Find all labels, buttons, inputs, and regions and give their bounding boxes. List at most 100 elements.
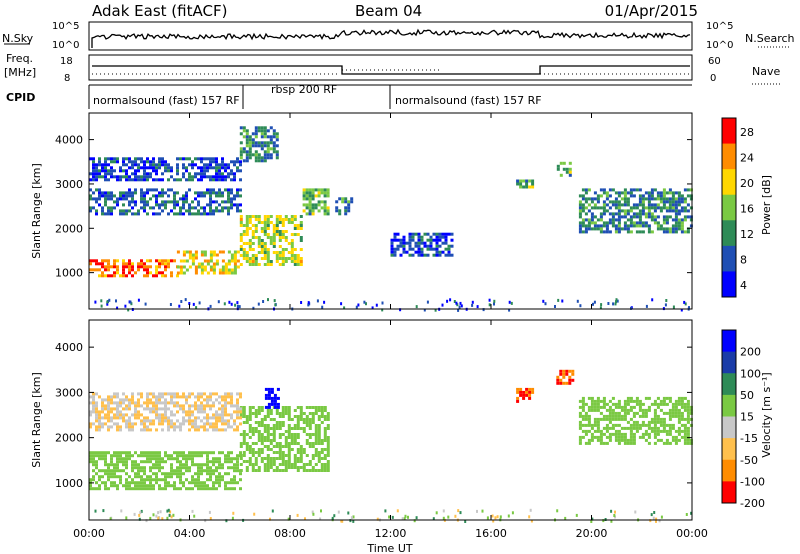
echo-cell: [641, 194, 645, 198]
echo-cell: [89, 197, 92, 201]
echo-cell: [218, 413, 221, 417]
echo-cell: [134, 188, 137, 192]
echo-cell: [92, 197, 95, 201]
echo-cell: [278, 415, 282, 418]
echo-cell: [200, 157, 203, 161]
echo-cell: [257, 412, 261, 415]
echo-cell: [272, 445, 276, 448]
echo-cell: [263, 439, 267, 442]
echo-cell: [531, 390, 535, 394]
echo-cell: [525, 387, 529, 391]
echo-cell: [611, 212, 615, 216]
echo-cell: [197, 407, 200, 411]
echo-cell: [236, 413, 239, 417]
echo-cell: [95, 481, 98, 485]
echo-cell: [236, 265, 240, 269]
echo-cell: [260, 257, 264, 260]
echo-cell: [293, 433, 297, 436]
echo-cell: [128, 166, 131, 170]
echo-cell: [182, 212, 185, 216]
echo-cell: [185, 487, 188, 491]
echo-cell: [185, 191, 188, 195]
echo-cell: [197, 487, 200, 491]
noise-cell: [557, 298, 560, 302]
echo-cell: [218, 457, 221, 461]
echo-cell: [314, 463, 318, 466]
echo-cell: [119, 428, 122, 432]
echo-cell: [140, 466, 143, 470]
echo-cell: [251, 463, 255, 466]
echo-cell: [251, 454, 255, 457]
echo-cell: [182, 250, 186, 254]
echo-cell: [584, 191, 588, 195]
noise-cell: [319, 517, 322, 521]
echo-cell: [656, 206, 660, 210]
echo-cell: [314, 427, 318, 430]
echo-cell: [273, 399, 277, 403]
echo-cell: [647, 197, 651, 201]
echo-cell: [119, 398, 122, 402]
echo-cell: [161, 487, 164, 491]
echo-cell: [308, 203, 312, 207]
echo-cell: [221, 200, 224, 204]
echo-cell: [623, 200, 627, 204]
echo-cell: [248, 430, 252, 433]
echo-cell: [149, 265, 152, 269]
echo-cell: [197, 478, 200, 482]
echo-cell: [188, 410, 191, 414]
echo-cell: [305, 415, 309, 418]
echo-cell: [236, 188, 239, 192]
echo-cell: [674, 435, 678, 439]
echo-cell: [221, 463, 224, 467]
echo-cell: [263, 156, 267, 160]
echo-cell: [590, 432, 594, 436]
echo-cell: [239, 469, 243, 472]
echo-cell: [584, 206, 588, 210]
echo-cell: [194, 478, 197, 482]
echo-cell: [611, 221, 615, 225]
echo-cell: [254, 442, 258, 445]
echo-cell: [161, 416, 164, 420]
echo-cell: [275, 150, 279, 154]
echo-cell: [221, 250, 225, 254]
echo-cell: [140, 200, 143, 204]
echo-cell: [519, 393, 523, 397]
echo-cell: [635, 221, 639, 225]
echo-cell: [638, 197, 642, 201]
echo-cell: [161, 262, 164, 266]
echo-cell: [245, 135, 249, 139]
noise-cell: [664, 303, 667, 307]
echo-cell: [677, 408, 681, 412]
echo-cell: [152, 487, 155, 491]
echo-cell: [221, 407, 224, 411]
echo-cell: [233, 469, 236, 473]
echo-cell: [194, 481, 197, 485]
echo-cell: [140, 475, 143, 479]
echo-cell: [317, 457, 321, 460]
echo-cell: [326, 194, 330, 198]
echo-cell: [92, 178, 95, 182]
echo-cell: [578, 224, 582, 228]
echo-cell: [689, 194, 693, 198]
echo-cell: [116, 203, 119, 207]
noise-cell: [355, 305, 358, 309]
echo-cell: [92, 259, 95, 263]
echo-cell: [293, 436, 297, 439]
echo-cell: [671, 423, 675, 427]
echo-cell: [131, 478, 134, 482]
echo-cell: [638, 399, 642, 403]
echo-cell: [659, 417, 663, 421]
echo-cell: [435, 241, 439, 245]
echo-cell: [194, 271, 198, 275]
echo-cell: [344, 206, 348, 210]
echo-cell: [155, 194, 158, 198]
echo-cell: [158, 463, 161, 467]
echo-cell: [581, 423, 585, 427]
echo-cell: [641, 206, 645, 210]
echo-cell: [390, 238, 394, 242]
echo-cell: [251, 263, 255, 266]
echo-cell: [110, 419, 113, 423]
echo-cell: [254, 153, 258, 157]
echo-cell: [263, 418, 267, 421]
echo-cell: [626, 396, 630, 400]
